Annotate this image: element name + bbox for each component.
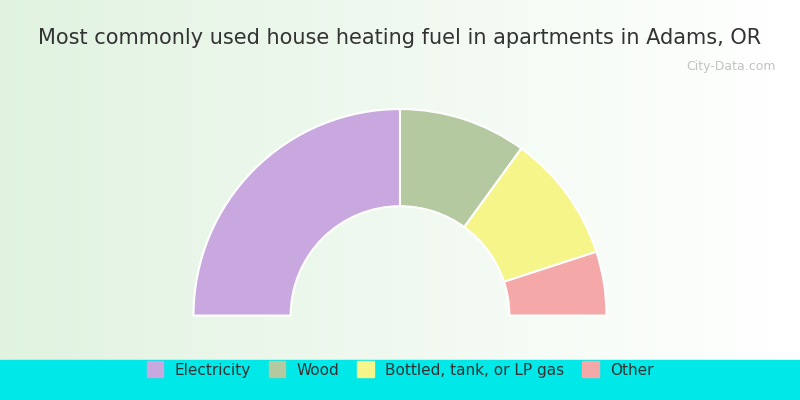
Wedge shape bbox=[400, 109, 522, 227]
Text: Most commonly used house heating fuel in apartments in Adams, OR: Most commonly used house heating fuel in… bbox=[38, 28, 762, 48]
Text: City-Data.com: City-Data.com bbox=[686, 60, 776, 73]
Legend: Electricity, Wood, Bottled, tank, or LP gas, Other: Electricity, Wood, Bottled, tank, or LP … bbox=[141, 356, 659, 384]
Wedge shape bbox=[194, 109, 400, 316]
Wedge shape bbox=[504, 252, 606, 316]
Wedge shape bbox=[464, 148, 597, 282]
